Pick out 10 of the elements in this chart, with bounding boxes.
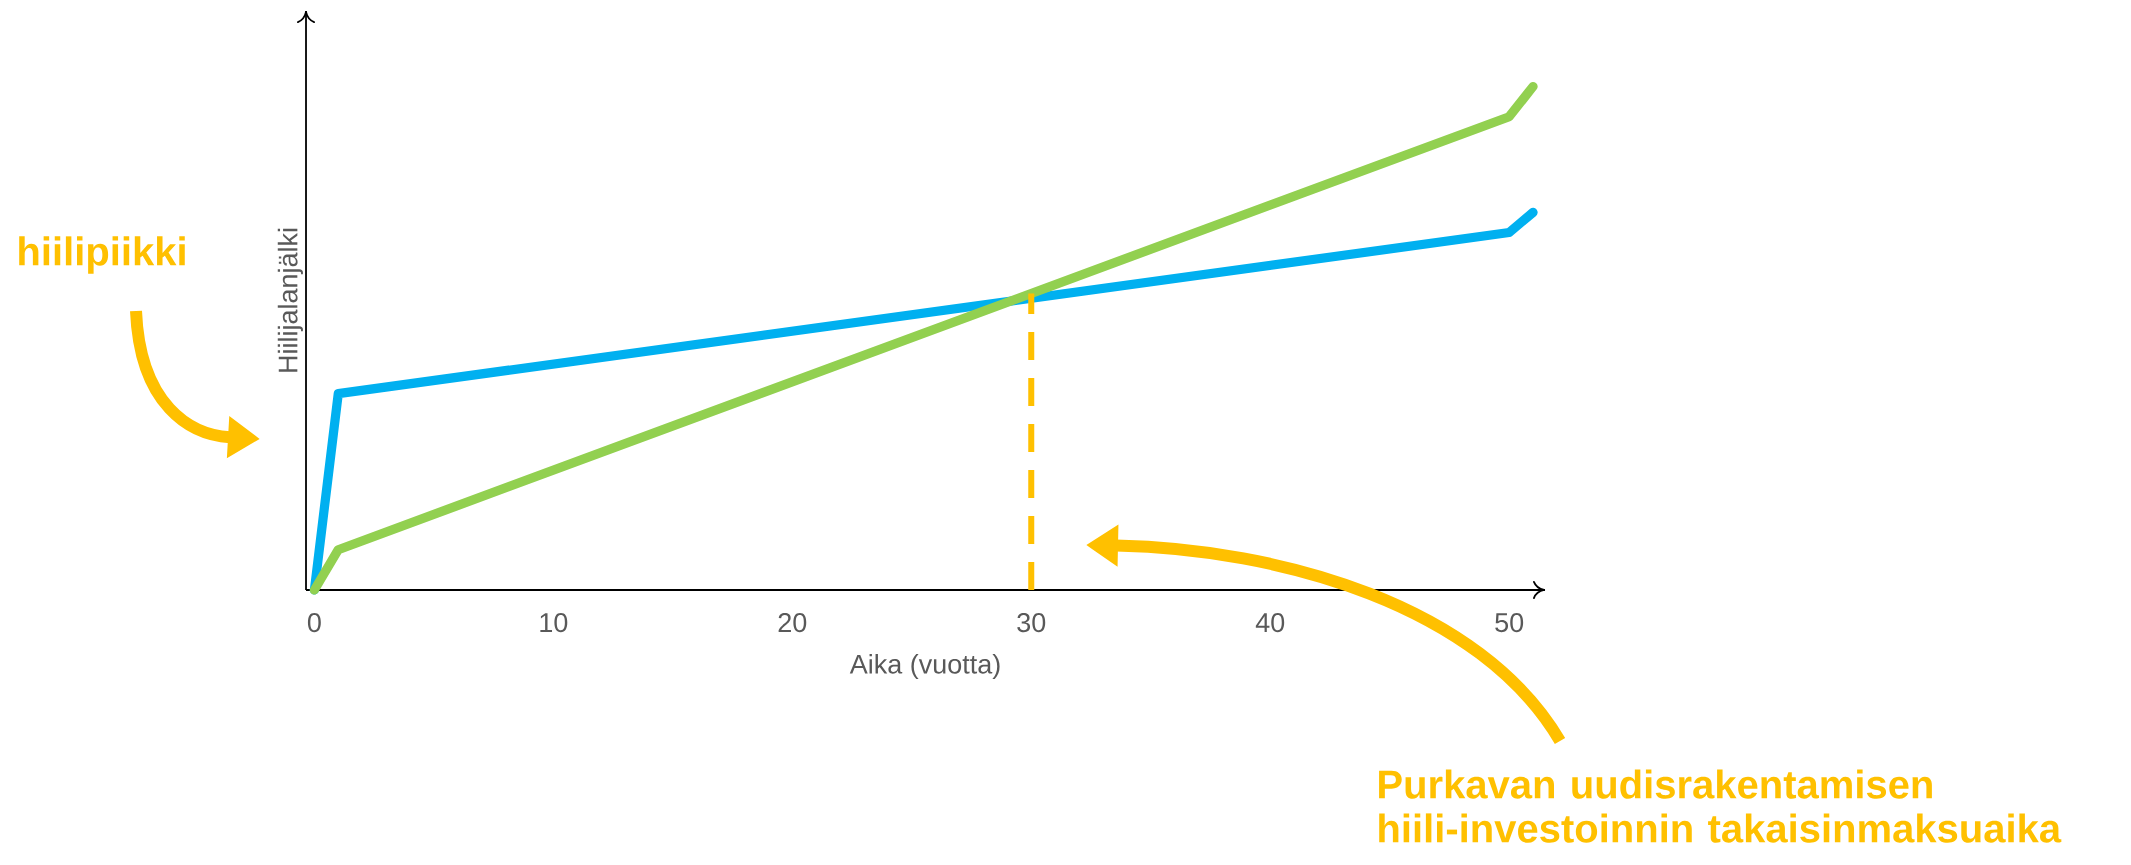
text: hiilipiikki — [19, 236, 185, 274]
x-tick-label: 10 — [540, 613, 568, 633]
x-tick-label: 30 — [1017, 613, 1046, 633]
text: Purkavan uudisrakentamisen hiili-investoinnin takaisinmaksuaika — [1379, 769, 2062, 843]
x-axis-title: Aika (vuotta) — [849, 653, 1000, 680]
x-tick-label: 20 — [778, 613, 807, 633]
x-tick-label: 40 — [1255, 613, 1285, 633]
x-tick-label: 0 — [307, 613, 321, 633]
x-tick-label: 50 — [1495, 613, 1524, 633]
y-axis-title: Hiilijalanjälki — [277, 228, 303, 372]
